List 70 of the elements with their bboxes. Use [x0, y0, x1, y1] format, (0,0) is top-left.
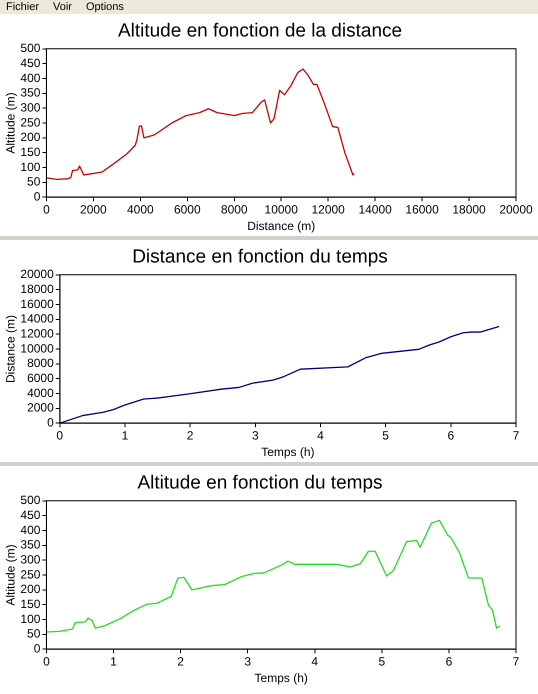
y-axis-title: Altitude (m): [4, 92, 18, 154]
y-tick-label: 20000: [20, 267, 54, 282]
x-tick-label: 20000: [499, 202, 534, 217]
x-tick-label: 6: [446, 654, 453, 669]
y-tick-label: 2000: [27, 400, 54, 415]
y-tick-label: 50: [27, 626, 41, 641]
x-tick-label: 3: [252, 428, 259, 443]
x-axis-title: Temps (h): [254, 671, 308, 686]
y-tick-label: 100: [20, 612, 41, 626]
x-tick-label: 2: [177, 654, 184, 669]
y-tick-label: 10000: [20, 341, 54, 356]
y-tick-label: 150: [20, 596, 41, 611]
x-axis-title: Distance (m): [247, 219, 316, 234]
y-tick-label: 4000: [27, 386, 54, 400]
y-tick-label: 0: [34, 190, 41, 204]
y-tick-label: 16000: [20, 296, 54, 311]
y-tick-label: 200: [20, 130, 41, 144]
y-tick-label: 12000: [20, 326, 54, 340]
x-tick-label: 18000: [452, 202, 486, 217]
x-tick-label: 6000: [174, 202, 201, 217]
y-tick-label: 500: [20, 41, 41, 56]
y-tick-label: 6000: [27, 370, 54, 385]
y-tick-label: 350: [20, 86, 41, 100]
x-tick-label: 4000: [126, 202, 154, 217]
y-tick-label: 0: [47, 416, 54, 430]
x-tick-label: 1: [110, 654, 118, 669]
chart-title: Altitude en fonction de la distance: [118, 20, 402, 42]
y-tick-label: 18000: [20, 282, 54, 296]
y-tick-label: 8000: [27, 356, 54, 370]
x-tick-label: 6: [447, 428, 454, 443]
x-tick-label: 2: [186, 428, 194, 443]
x-tick-label: 4: [311, 654, 318, 669]
y-tick-label: 14000: [20, 312, 54, 326]
x-tick-label: 5: [382, 428, 390, 443]
chart-title: Altitude en fonction du temps: [137, 472, 383, 494]
y-tick-label: 0: [34, 642, 41, 656]
y-tick-label: 50: [27, 174, 41, 189]
y-tick-label: 300: [20, 100, 41, 114]
y-tick-label: 500: [20, 493, 41, 508]
x-tick-label: 5: [378, 654, 386, 669]
y-axis-title: Distance (m): [4, 314, 18, 384]
x-tick-label: 4: [317, 428, 324, 443]
x-tick-label: 1: [122, 428, 129, 443]
y-tick-label: 300: [20, 552, 41, 566]
y-tick-label: 200: [20, 582, 41, 596]
y-tick-label: 450: [20, 508, 41, 522]
y-tick-label: 350: [20, 538, 41, 552]
x-tick-label: 7: [512, 428, 520, 443]
x-tick-label: 12000: [311, 202, 346, 217]
y-tick-label: 100: [20, 160, 41, 174]
x-tick-label: 8000: [220, 202, 248, 217]
x-tick-label: 2000: [80, 202, 108, 217]
x-axis-title: Temps (h): [261, 445, 315, 460]
y-tick-label: 450: [20, 56, 41, 70]
x-tick-label: 7: [512, 654, 520, 669]
y-tick-label: 150: [20, 144, 41, 159]
chart-title: Distance en fonction du temps: [132, 246, 388, 268]
x-tick-label: 10000: [264, 202, 298, 217]
x-tick-label: 14000: [358, 202, 392, 217]
y-tick-label: 250: [20, 115, 41, 130]
text: Fichier: [6, 1, 40, 13]
text: Voir: [53, 1, 72, 13]
x-tick-label: 16000: [405, 202, 440, 217]
y-axis-title: Altitude (m): [4, 544, 18, 606]
y-tick-label: 250: [20, 567, 41, 582]
y-tick-label: 400: [20, 522, 41, 537]
text: Options: [86, 1, 124, 13]
x-tick-label: 0: [56, 428, 64, 443]
x-tick-label: 3: [244, 654, 252, 669]
y-tick-label: 400: [20, 70, 41, 85]
